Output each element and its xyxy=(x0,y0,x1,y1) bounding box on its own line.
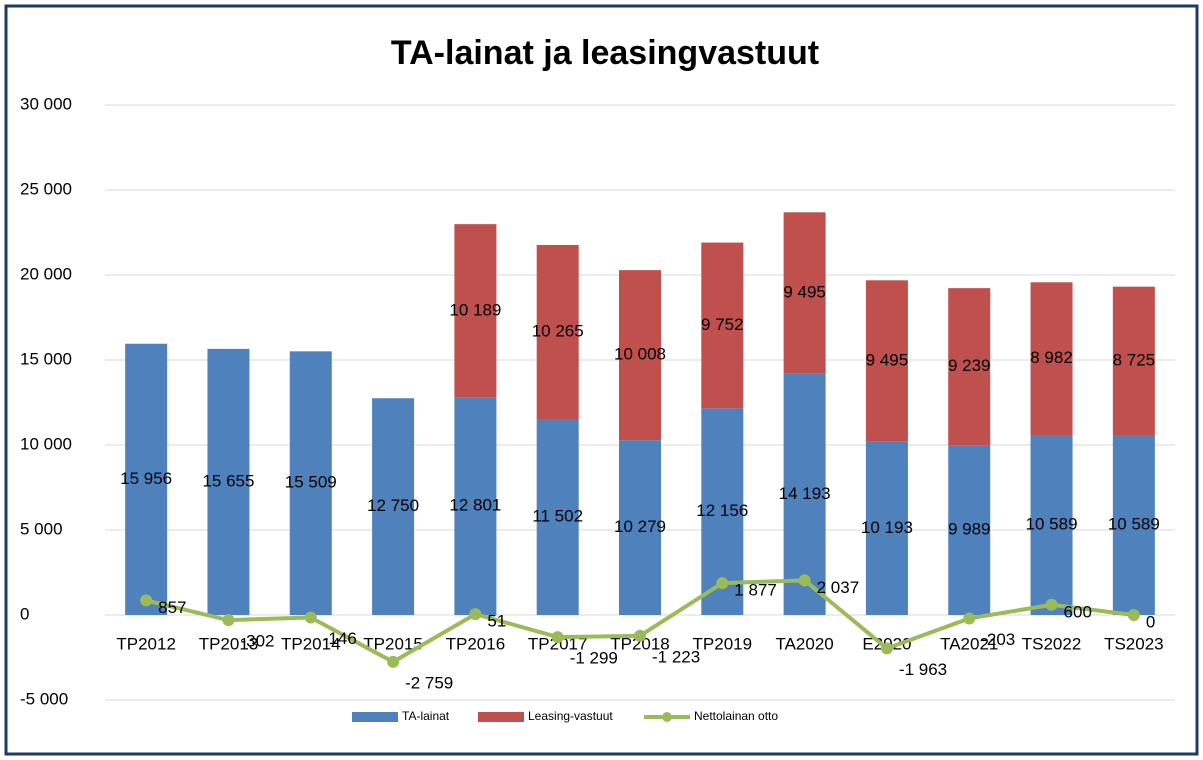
data-label: -1 223 xyxy=(652,647,700,666)
x-tick-label: TP2012 xyxy=(116,634,176,653)
x-tick-label: TS2022 xyxy=(1022,634,1082,653)
data-label: 15 956 xyxy=(120,469,172,488)
data-label: 12 750 xyxy=(367,496,419,515)
data-label: 8 982 xyxy=(1030,348,1073,367)
legend-swatch-marker xyxy=(662,712,672,722)
bar xyxy=(454,224,497,398)
chart-border xyxy=(4,4,1199,756)
data-label: 10 189 xyxy=(449,300,501,319)
bar xyxy=(783,212,826,374)
data-label: 10 008 xyxy=(614,345,666,364)
y-tick-label: 5 000 xyxy=(20,519,63,538)
line-marker xyxy=(469,608,482,621)
y-tick-label: 0 xyxy=(20,604,29,623)
legend-label: TA-lainat xyxy=(402,709,450,723)
bar xyxy=(1030,282,1073,435)
line-marker xyxy=(551,631,564,644)
legend-label: Leasing-vastuut xyxy=(528,709,613,723)
x-tick-label: TA2020 xyxy=(775,634,833,653)
data-label: 14 193 xyxy=(779,484,831,503)
x-tick-label: TA2021 xyxy=(940,634,998,653)
data-label: -203 xyxy=(981,630,1015,649)
data-label: 9 495 xyxy=(866,350,909,369)
bar xyxy=(948,288,991,446)
chart-title: TA-lainat ja leasingvastuut xyxy=(391,34,819,72)
x-tick-label: TP2013 xyxy=(199,634,259,653)
data-label: 15 655 xyxy=(202,471,254,490)
x-tick-label: TP2016 xyxy=(446,634,506,653)
x-tick-label: TP2017 xyxy=(528,634,588,653)
data-label: 12 156 xyxy=(696,501,748,520)
legend-label: Nettolainan otto xyxy=(694,709,778,723)
bar xyxy=(1030,434,1073,615)
bar xyxy=(289,351,332,615)
data-label: 2 037 xyxy=(817,578,860,597)
x-tick-label: TP2018 xyxy=(610,634,670,653)
y-tick-label: 30 000 xyxy=(20,94,72,113)
bar xyxy=(619,440,661,615)
legend-swatch xyxy=(352,712,398,722)
data-label: 600 xyxy=(1064,602,1092,621)
data-label: -302 xyxy=(240,632,274,651)
data-label: -146 xyxy=(323,629,357,648)
data-label: 10 589 xyxy=(1026,514,1078,533)
x-tick-label: TP2019 xyxy=(693,634,753,653)
bar xyxy=(372,398,415,615)
data-label: 857 xyxy=(158,598,186,617)
data-label: 10 193 xyxy=(861,518,913,537)
data-label: 1 877 xyxy=(734,581,777,600)
line-marker xyxy=(1127,609,1140,621)
data-label: 10 279 xyxy=(614,517,666,536)
data-label: -2 759 xyxy=(405,673,453,692)
line-marker xyxy=(304,611,317,624)
bar xyxy=(536,419,579,615)
bar xyxy=(865,441,908,615)
line-marker xyxy=(387,655,400,668)
data-label: 15 509 xyxy=(285,473,337,492)
legend-swatch xyxy=(478,712,524,722)
y-tick-label: 20 000 xyxy=(20,264,72,283)
line-marker xyxy=(1045,598,1058,611)
data-label: 9 752 xyxy=(701,315,744,334)
line-marker xyxy=(880,642,893,655)
line-marker xyxy=(222,614,235,627)
data-label: 10 265 xyxy=(532,322,584,341)
data-label: 51 xyxy=(487,612,506,631)
y-tick-label: -5 000 xyxy=(20,689,68,708)
bar xyxy=(207,348,250,615)
bar xyxy=(948,445,991,615)
bar xyxy=(454,397,497,615)
x-tick-label: TP2014 xyxy=(281,634,341,653)
y-tick-label: 25 000 xyxy=(20,179,72,198)
bar xyxy=(865,280,908,442)
bar xyxy=(536,244,579,420)
y-tick-label: 15 000 xyxy=(20,349,72,368)
line-marker xyxy=(634,629,646,642)
line-marker xyxy=(798,574,811,587)
data-label: 10 589 xyxy=(1108,514,1160,533)
bar xyxy=(701,242,744,409)
data-label: 8 725 xyxy=(1113,350,1156,369)
line-marker xyxy=(140,594,153,607)
data-label: -1 299 xyxy=(570,649,618,668)
line-marker xyxy=(716,577,729,590)
y-tick-label: 10 000 xyxy=(20,434,72,453)
bar xyxy=(125,343,168,615)
bar xyxy=(619,270,661,441)
data-label: 11 502 xyxy=(532,507,583,526)
bar xyxy=(1112,434,1155,615)
data-label: 12 801 xyxy=(449,496,501,515)
data-label: -1 963 xyxy=(899,660,947,679)
line-marker xyxy=(963,612,976,625)
data-label: 9 989 xyxy=(948,520,991,539)
x-tick-label: TP2015 xyxy=(363,634,423,653)
data-label: 9 495 xyxy=(783,282,826,301)
bar xyxy=(1112,286,1155,435)
data-label: 0 xyxy=(1146,612,1155,631)
data-label: 9 239 xyxy=(948,356,991,375)
x-tick-label: TS2023 xyxy=(1104,634,1164,653)
